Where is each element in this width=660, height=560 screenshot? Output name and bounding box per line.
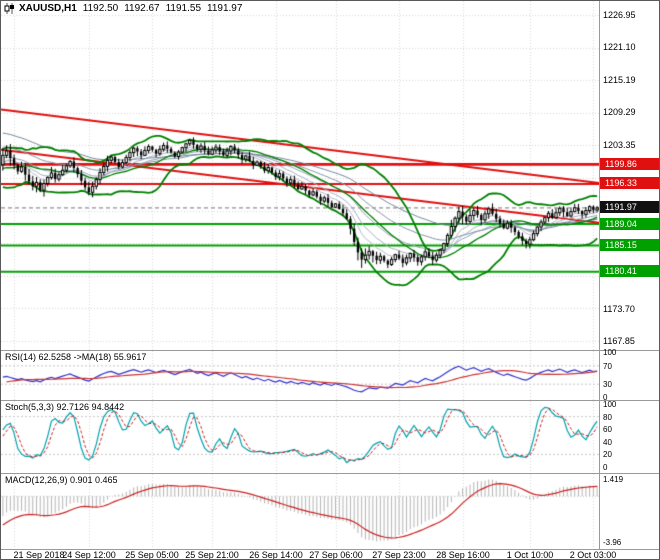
- time-axis-label: 26 Sep 14:00: [249, 550, 303, 560]
- price-axis-label: 1226.95: [603, 10, 636, 20]
- time-axis-label: 27 Sep 06:00: [309, 550, 363, 560]
- time-axis: 21 Sep 2018 24 Sep 12:00 25 Sep 05:00 25…: [1, 550, 659, 560]
- chart-header: XAUUSD,H1 1192.50 1192.67 1191.55 1191.9…: [4, 3, 244, 14]
- support-level-badge: 1189.04: [600, 218, 659, 230]
- time-axis-label: 24 Sep 12:00: [62, 550, 116, 560]
- price-axis-separator: [599, 1, 600, 549]
- time-axis-label: 28 Sep 16:00: [436, 550, 490, 560]
- resistance-level-badge: 1196.33: [600, 177, 659, 189]
- panel-divider[interactable]: [1, 350, 659, 351]
- price-axis-label: 1173.70: [603, 304, 635, 314]
- rsi-indicator-label: RSI(14) 62.5258 ->MA(18) 55.9617: [5, 352, 147, 362]
- panel-divider[interactable]: [1, 400, 659, 401]
- candlestick-chart-icon: [4, 3, 14, 14]
- macd-panel-canvas[interactable]: [1, 474, 599, 549]
- ohlc-close: 1191.97: [207, 3, 243, 14]
- ohlc-high: 1192.67: [124, 3, 160, 14]
- ohlc-low: 1191.55: [165, 3, 202, 14]
- stoch-axis-label: 0: [603, 463, 608, 472]
- time-axis-label: 25 Sep 05:00: [125, 550, 179, 560]
- stochastic-indicator-label: Stoch(5,3,3) 92.7126 94.8442: [5, 402, 125, 412]
- rsi-axis-label: 0: [603, 393, 608, 402]
- rsi-panel-canvas[interactable]: [1, 351, 599, 400]
- price-chart-canvas[interactable]: [1, 1, 599, 350]
- current-price-badge: 1191.97: [600, 201, 659, 213]
- stochastic-panel-canvas[interactable]: [1, 401, 599, 473]
- time-axis-label: 27 Sep 23:00: [372, 550, 426, 560]
- price-axis-label: 1221.10: [603, 42, 636, 52]
- price-axis-label: 1209.29: [603, 107, 636, 117]
- stoch-axis-label: 80: [603, 413, 612, 422]
- rsi-axis-label: 100: [603, 348, 617, 357]
- support-level-badge: 1185.15: [600, 239, 659, 251]
- ohlc-open: 1192.50: [82, 3, 119, 14]
- support-level-badge: 1180.41: [600, 265, 659, 277]
- macd-axis-label: 1.419: [603, 475, 624, 484]
- stoch-axis-label: 60: [603, 425, 612, 434]
- panel-divider: [1, 549, 659, 550]
- price-axis-label: 1167.85: [603, 336, 635, 346]
- price-axis-label: 1203.35: [603, 140, 636, 150]
- resistance-level-badge: 1199.86: [600, 158, 659, 170]
- symbol-timeframe-label: XAUUSD,H1: [19, 3, 77, 14]
- time-axis-label: 2 Oct 03:00: [569, 550, 617, 560]
- macd-axis-label: -3.96: [603, 538, 622, 547]
- stoch-axis-label: 20: [603, 450, 612, 459]
- stoch-axis-label: 40: [603, 438, 612, 447]
- time-axis-label: 21 Sep 2018: [13, 550, 65, 560]
- macd-indicator-label: MACD(12,26,9) 0.901 0.465: [5, 475, 118, 485]
- price-axis-label: 1215.19: [603, 75, 636, 85]
- panel-divider[interactable]: [1, 473, 659, 474]
- time-axis-label: 25 Sep 21:00: [185, 550, 239, 560]
- rsi-axis-label: 70: [603, 362, 612, 371]
- rsi-axis-label: 30: [603, 380, 612, 389]
- stoch-axis-label: 100: [603, 400, 617, 409]
- time-axis-label: 1 Oct 10:00: [506, 550, 554, 560]
